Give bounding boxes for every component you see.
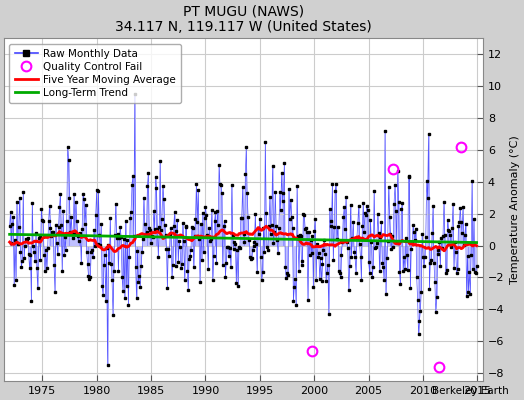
Y-axis label: Temperature Anomaly (°C): Temperature Anomaly (°C) [510, 135, 520, 284]
Text: Berkeley Earth: Berkeley Earth [432, 386, 508, 396]
Title: PT MUGU (NAWS)
34.117 N, 119.117 W (United States): PT MUGU (NAWS) 34.117 N, 119.117 W (Unit… [115, 4, 372, 34]
Legend: Raw Monthly Data, Quality Control Fail, Five Year Moving Average, Long-Term Tren: Raw Monthly Data, Quality Control Fail, … [9, 44, 181, 103]
